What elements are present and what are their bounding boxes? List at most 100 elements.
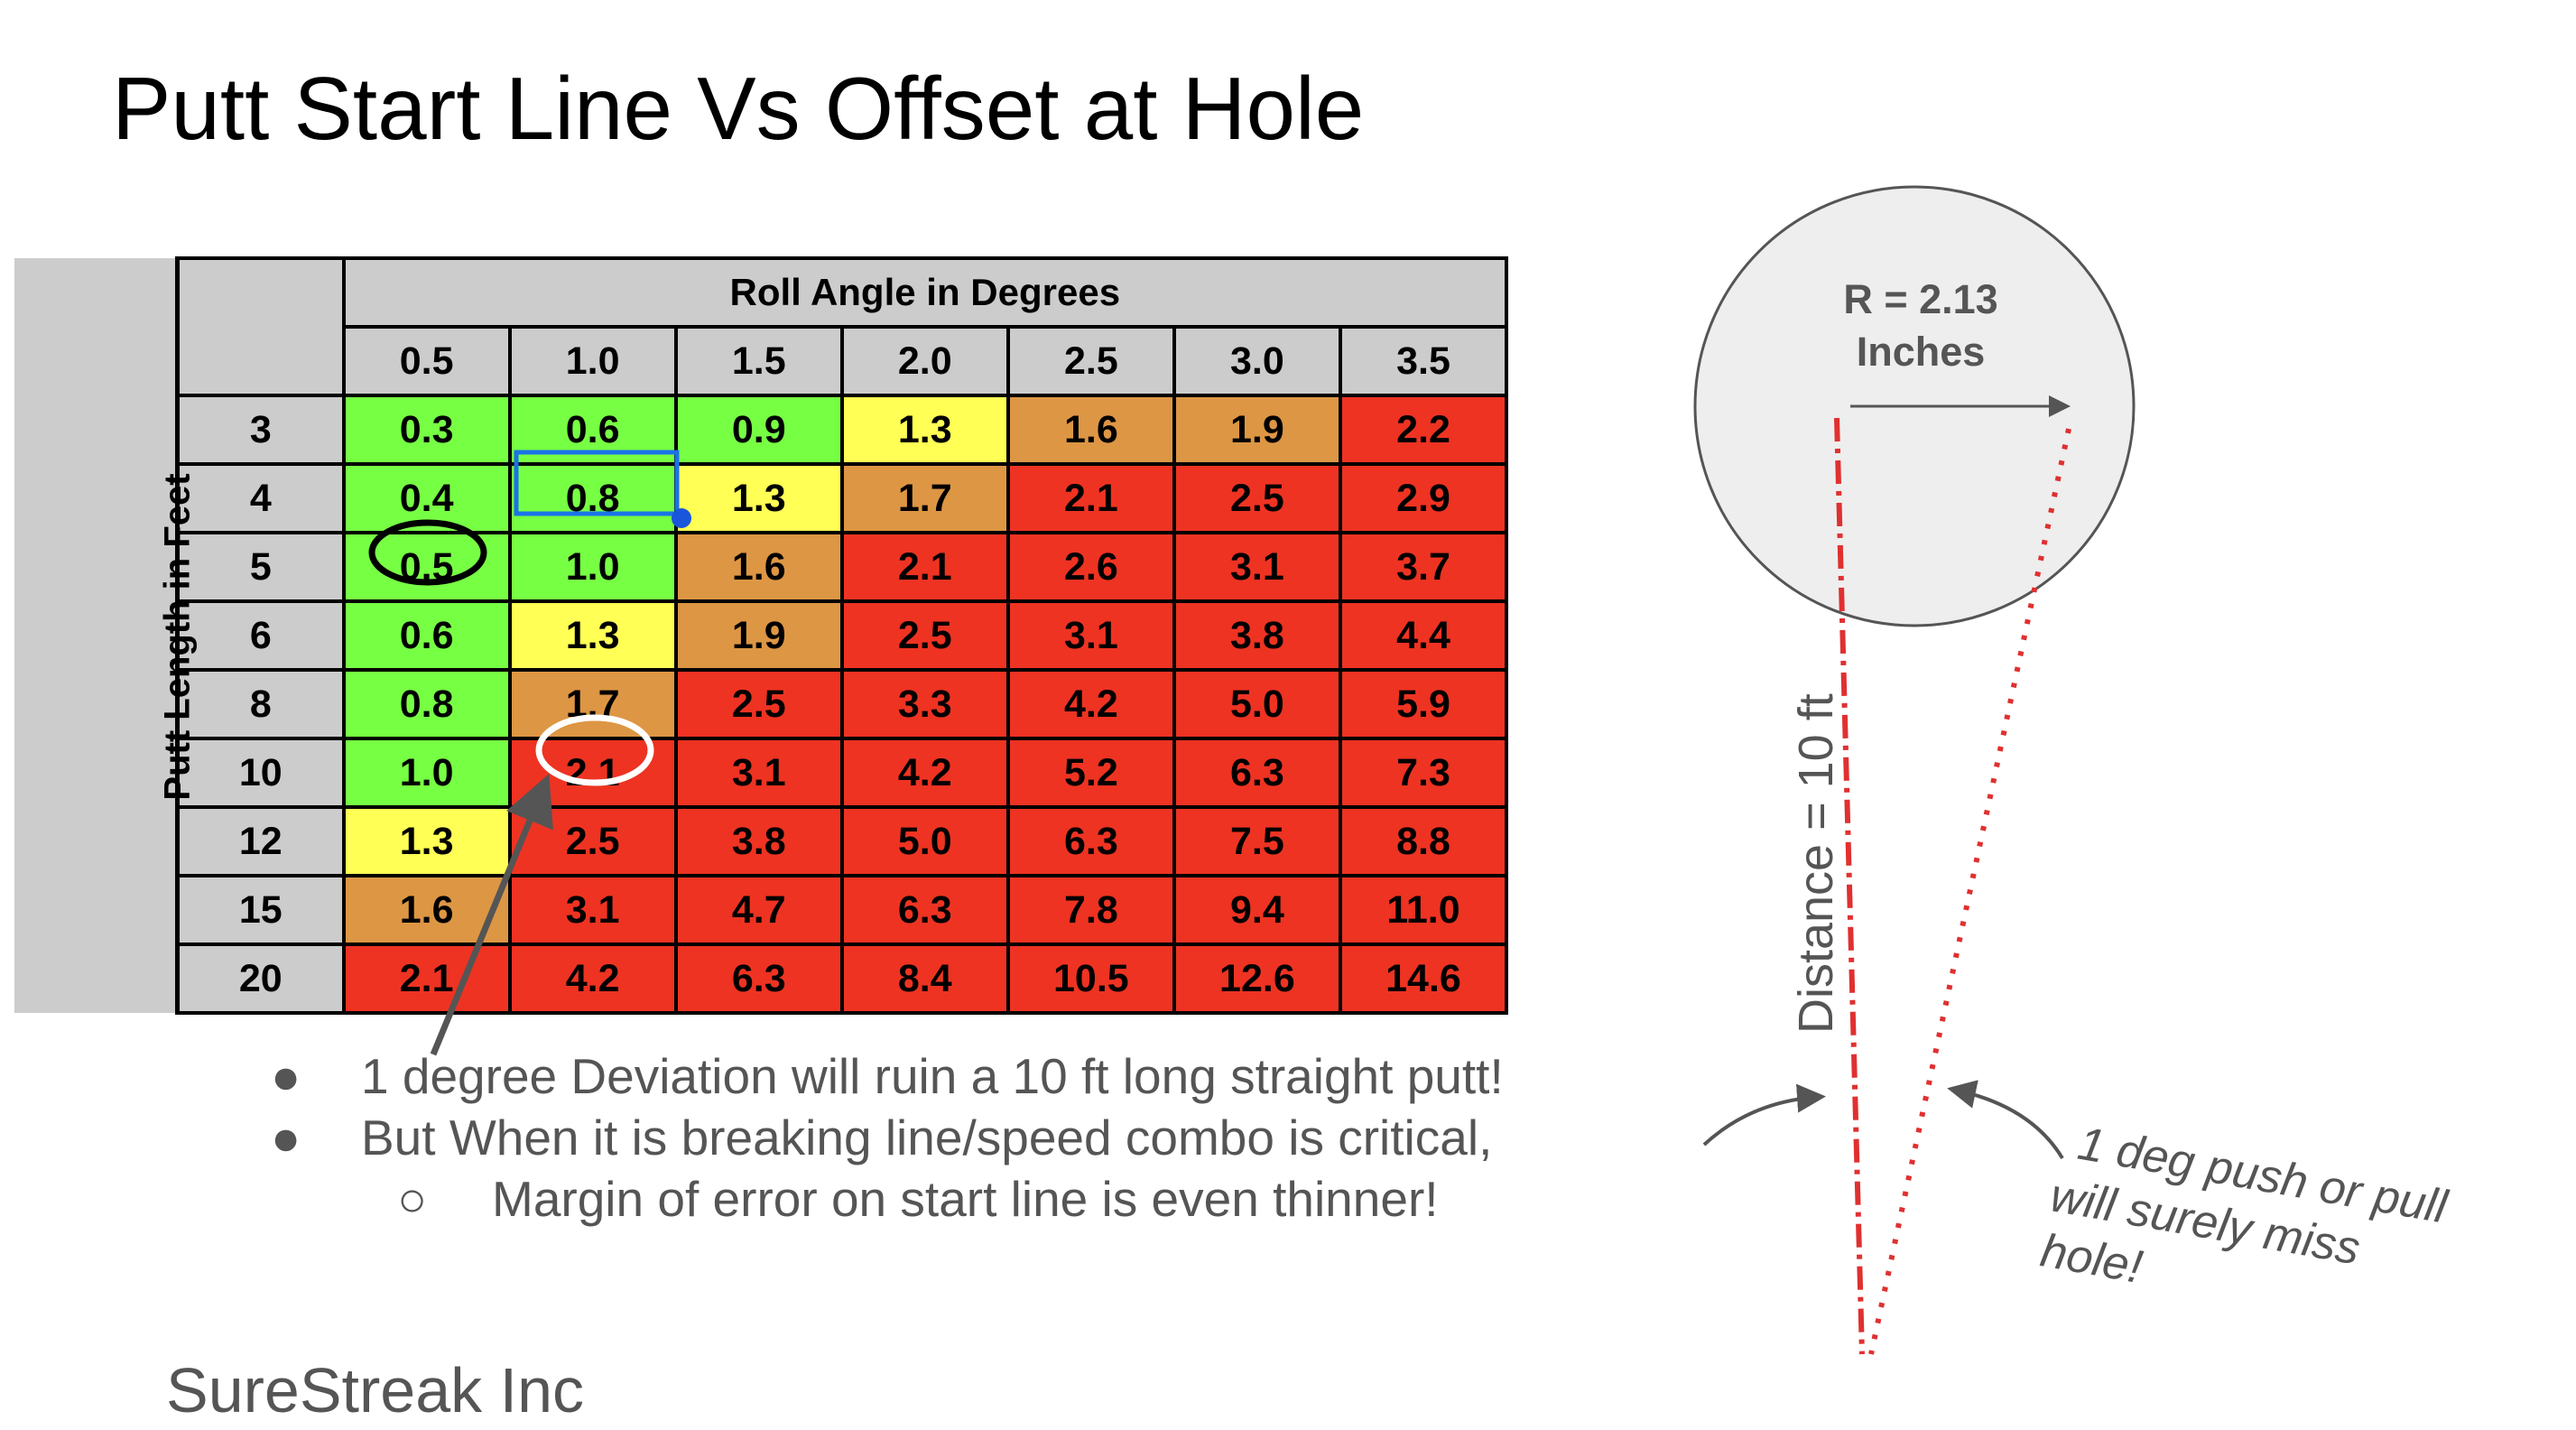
offset-cell[interactable]: 3.1 xyxy=(673,737,844,809)
highlight-circle-black xyxy=(368,519,487,586)
offset-cell[interactable]: 3.1 xyxy=(1172,531,1342,603)
offset-cell[interactable]: 2.5 xyxy=(673,668,844,740)
offset-cell[interactable]: 8.8 xyxy=(1338,805,1509,878)
offset-cell[interactable]: 4.2 xyxy=(1005,668,1176,740)
angle-header-cell: 3.0 xyxy=(1172,325,1342,397)
table-row: 12 1.3 2.5 3.8 5.0 6.3 7.5 8.8 xyxy=(14,805,1509,878)
offset-cell[interactable]: 7.5 xyxy=(1172,805,1342,878)
header-axis-label: Roll Angle in Degrees xyxy=(341,256,1509,329)
offset-cell[interactable]: 4.2 xyxy=(507,942,678,1015)
offset-cell[interactable]: 4.2 xyxy=(839,737,1010,809)
pointer-arrow xyxy=(430,774,553,1056)
offset-cell[interactable]: 5.0 xyxy=(1172,668,1342,740)
offset-cell[interactable]: 5.9 xyxy=(1338,668,1509,740)
table-row: 6 0.6 1.3 1.9 2.5 3.1 3.8 4.4 xyxy=(14,599,1509,672)
offset-cell[interactable]: 3.8 xyxy=(673,805,844,878)
bullet-marker: ● xyxy=(271,1048,301,1104)
table-row: 4 0.4 0.8 1.3 1.7 2.1 2.5 2.9 xyxy=(14,462,1509,534)
offset-cell[interactable]: 1.3 xyxy=(839,394,1010,466)
offset-cell[interactable]: 8.4 xyxy=(839,942,1010,1015)
putt-length-cell: 4 xyxy=(175,462,346,534)
bullet-marker: ● xyxy=(271,1110,301,1165)
offset-cell[interactable]: 1.9 xyxy=(1172,394,1342,466)
offset-cell[interactable]: 2.1 xyxy=(1005,462,1176,534)
offset-cell[interactable]: 7.8 xyxy=(1005,874,1176,946)
side-axis-cell: Putt Length in Feet xyxy=(14,258,198,1013)
offset-cell[interactable]: 3.8 xyxy=(1172,599,1342,672)
deviated-putt-line xyxy=(1868,428,2071,1355)
straight-putt-line xyxy=(1834,417,1865,1355)
highlight-circle-white xyxy=(535,714,654,786)
offset-cell[interactable]: 2.5 xyxy=(839,599,1010,672)
offset-cell[interactable]: 1.0 xyxy=(341,737,512,809)
distance-label: Distance = 10 ft xyxy=(1789,693,1843,1034)
offset-cell[interactable]: 1.0 xyxy=(507,531,678,603)
putt-length-cell: 5 xyxy=(175,531,346,603)
offset-cell[interactable]: 5.2 xyxy=(1005,737,1176,809)
offset-cell[interactable]: 4.7 xyxy=(673,874,844,946)
offset-cell[interactable]: 1.3 xyxy=(507,599,678,672)
corner-cell xyxy=(174,256,346,397)
offset-cell[interactable]: 2.5 xyxy=(1172,462,1342,534)
bullet-text: 1 degree Deviation will ruin a 10 ft lon… xyxy=(361,1048,1504,1104)
selection-handle xyxy=(672,508,691,528)
offset-cell[interactable]: 6.3 xyxy=(839,874,1010,946)
table-row: 15 1.6 3.1 4.7 6.3 7.8 9.4 11.0 xyxy=(14,874,1509,946)
bullet-text: Margin of error on start line is even th… xyxy=(492,1171,1439,1227)
offset-cell[interactable]: 1.6 xyxy=(341,874,512,946)
offset-cell[interactable]: 3.3 xyxy=(839,668,1010,740)
radius-label: R = 2.13 xyxy=(1843,276,1997,322)
deviation-note: 1 deg push or pull will surely miss hole… xyxy=(2037,1118,2452,1294)
offset-cell[interactable]: 0.8 xyxy=(507,462,678,534)
offset-cell[interactable]: 2.1 xyxy=(341,942,512,1015)
offset-cell[interactable]: 0.3 xyxy=(341,394,512,466)
offset-cell[interactable]: 1.7 xyxy=(839,462,1010,534)
offset-cell[interactable]: 0.9 xyxy=(673,394,844,466)
bullet-text: But When it is breaking line/speed combo… xyxy=(361,1110,1493,1165)
offset-cell[interactable]: 2.6 xyxy=(1005,531,1176,603)
offset-cell[interactable]: 2.9 xyxy=(1338,462,1509,534)
offset-cell[interactable]: 14.6 xyxy=(1338,942,1509,1015)
offset-cell[interactable]: 1.3 xyxy=(341,805,512,878)
putt-length-cell: 8 xyxy=(175,668,346,740)
offset-cell[interactable]: 2.2 xyxy=(1338,394,1509,466)
offset-cell[interactable]: 10.5 xyxy=(1005,942,1176,1015)
table-row: 5 0.5 1.0 1.6 2.1 2.6 3.1 3.7 xyxy=(14,531,1509,603)
table-header-row: Putt Length in Feet Roll Angle in Degree… xyxy=(14,256,1509,1013)
table-row: 20 2.1 4.2 6.3 8.4 10.5 12.6 14.6 xyxy=(14,942,1509,1015)
offset-cell[interactable]: 6.3 xyxy=(1005,805,1176,878)
offset-cell[interactable]: 1.3 xyxy=(673,462,844,534)
angle-header-cell: 1.0 xyxy=(507,325,678,397)
offset-cell[interactable]: 3.7 xyxy=(1338,531,1509,603)
offset-cell[interactable]: 1.6 xyxy=(673,531,844,603)
putt-length-cell: 3 xyxy=(175,394,346,466)
offset-cell[interactable]: 6.3 xyxy=(673,942,844,1015)
putt-length-cell: 6 xyxy=(175,599,346,672)
offset-cell[interactable]: 6.3 xyxy=(1172,737,1342,809)
putt-length-cell: 10 xyxy=(175,737,346,809)
left-curved-arrow xyxy=(1702,1083,1826,1147)
offset-cell[interactable]: 0.8 xyxy=(341,668,512,740)
offset-cell[interactable]: 3.1 xyxy=(507,874,678,946)
offset-cell[interactable]: 7.3 xyxy=(1338,737,1509,809)
offset-cell[interactable]: 3.1 xyxy=(1005,599,1176,672)
offset-cell[interactable]: 1.6 xyxy=(1005,394,1176,466)
angle-header-cell: 3.5 xyxy=(1338,325,1509,397)
offset-cell[interactable]: 2.1 xyxy=(839,531,1010,603)
right-curved-arrow xyxy=(1947,1080,2064,1160)
radius-unit-label: Inches xyxy=(1857,329,1986,375)
angle-header-cell: 2.0 xyxy=(839,325,1010,397)
putt-length-cell: 12 xyxy=(175,805,346,878)
cell-selection-box xyxy=(514,450,680,516)
offset-cell[interactable]: 9.4 xyxy=(1172,874,1342,946)
offset-cell[interactable]: 1.9 xyxy=(673,599,844,672)
angle-header-cell: 1.5 xyxy=(673,325,844,397)
offset-cell[interactable]: 5.0 xyxy=(839,805,1010,878)
offset-cell[interactable]: 12.6 xyxy=(1172,942,1342,1015)
offset-cell[interactable]: 11.0 xyxy=(1338,874,1509,946)
putt-length-cell: 20 xyxy=(175,942,346,1015)
offset-cell[interactable]: 4.4 xyxy=(1338,599,1509,672)
angle-header-row: 0.5 1.0 1.5 2.0 2.5 3.0 3.5 xyxy=(14,325,1509,397)
offset-cell[interactable]: 0.6 xyxy=(341,599,512,672)
